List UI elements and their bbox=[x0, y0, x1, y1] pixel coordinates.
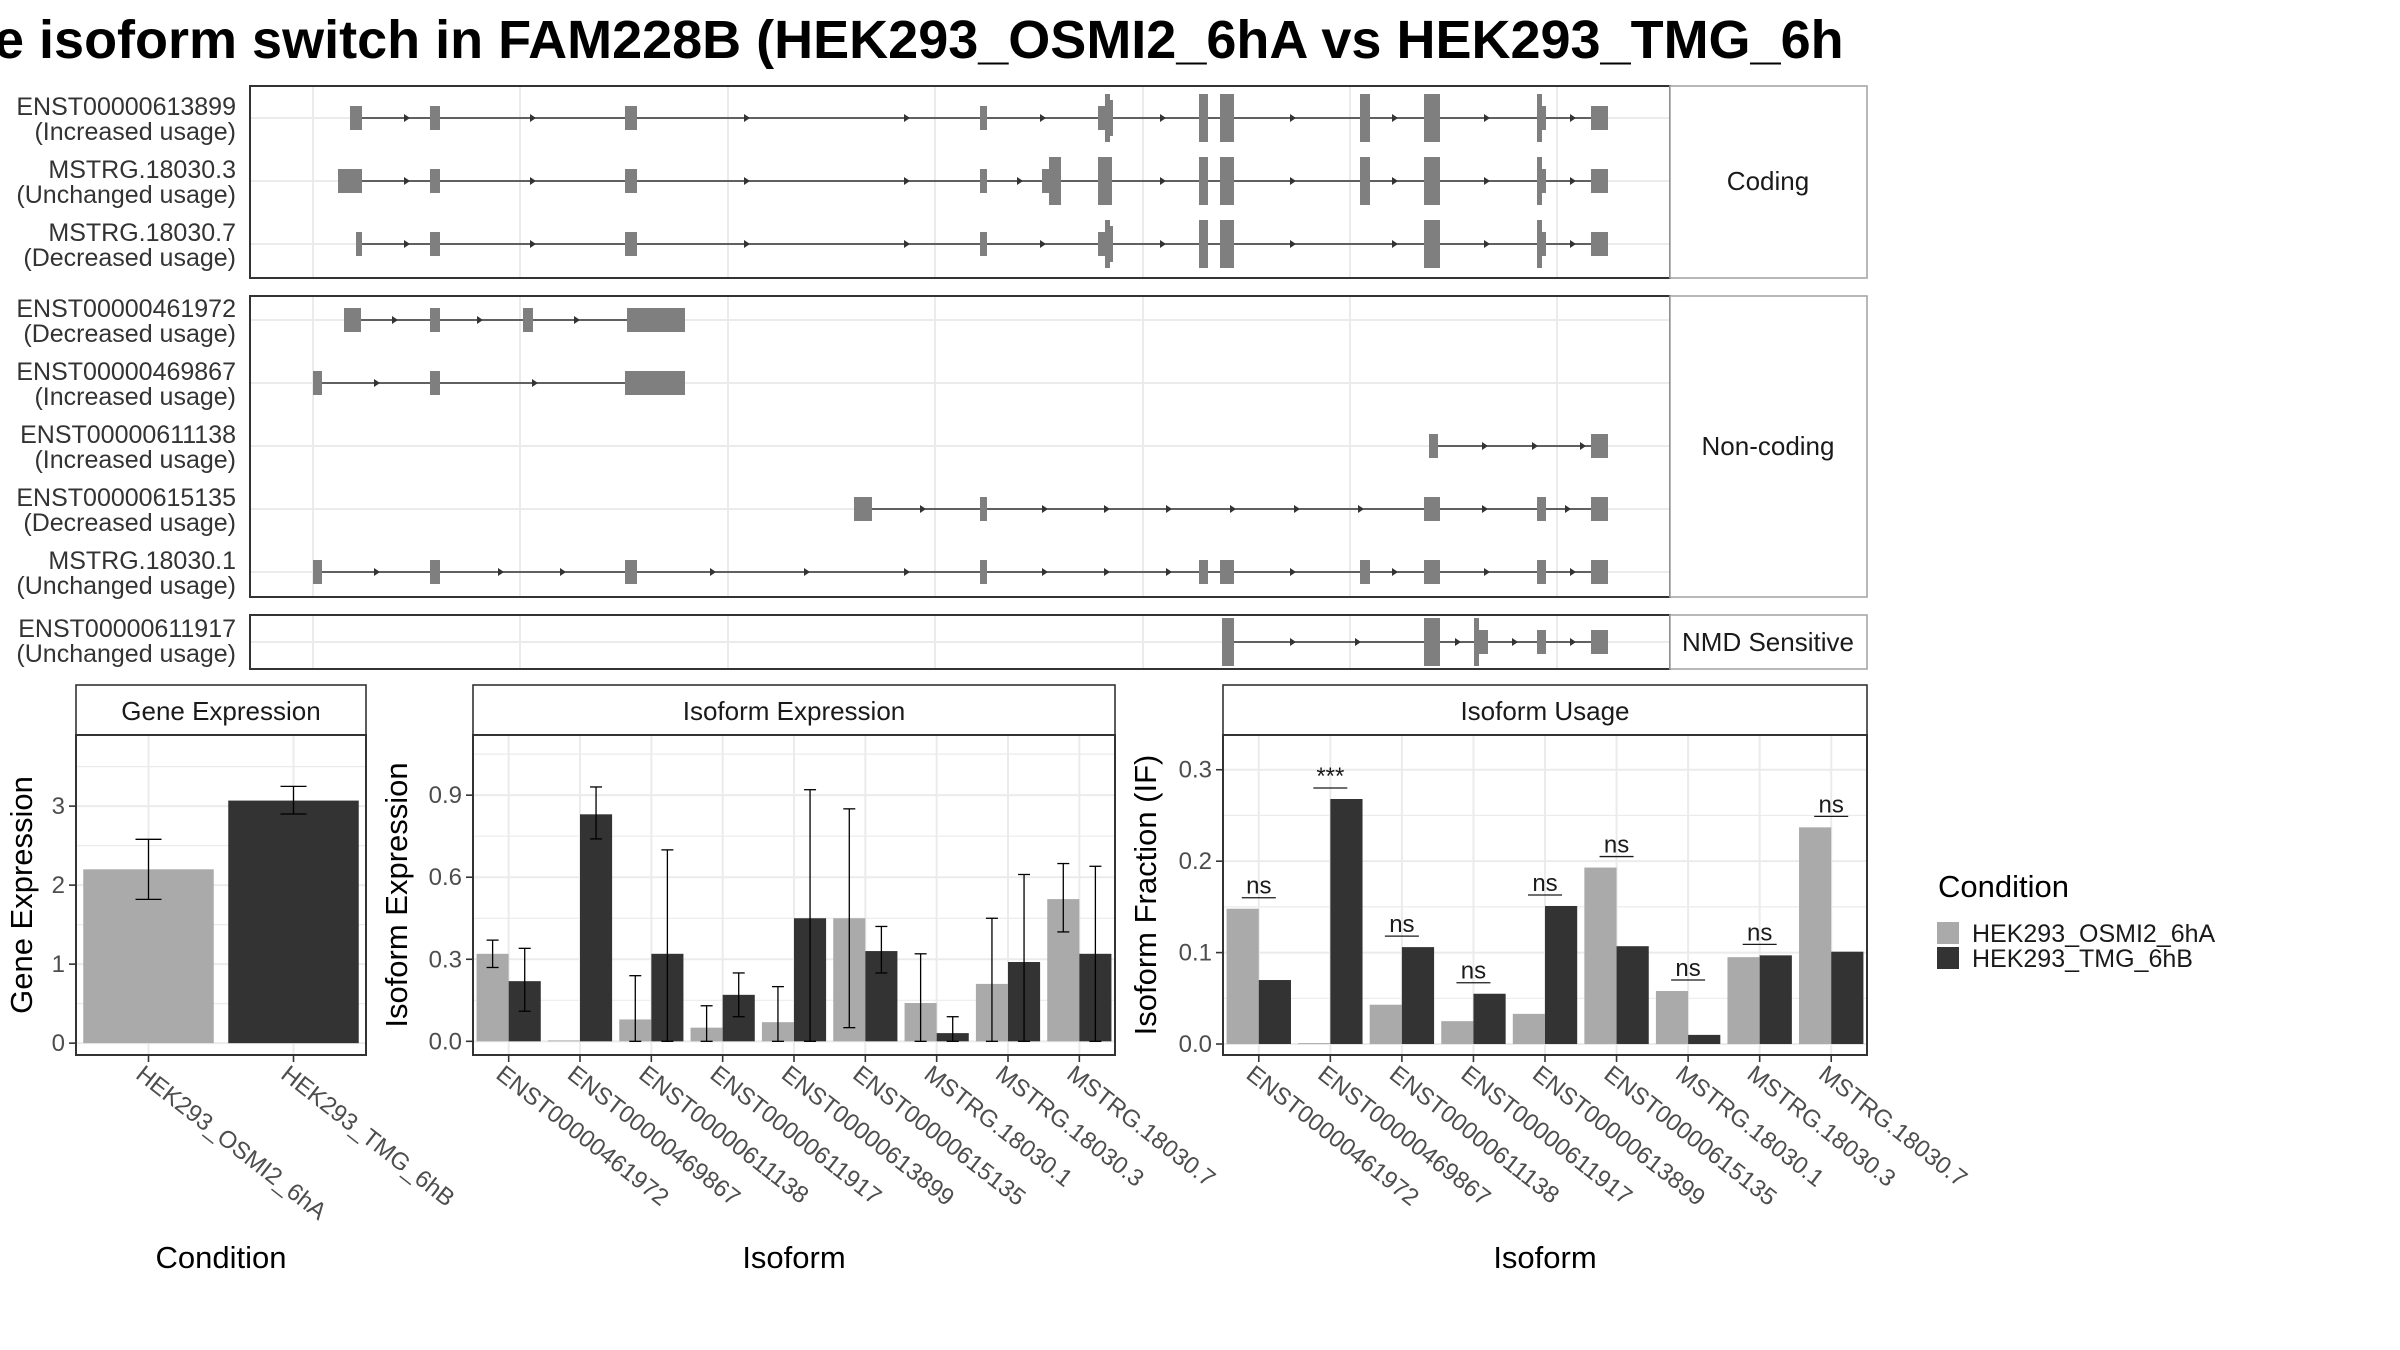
y-tick-label: 1 bbox=[52, 951, 65, 978]
transcript-track bbox=[356, 220, 1608, 268]
transcript-usage-label: (Unchanged usage) bbox=[16, 181, 236, 209]
bar bbox=[1759, 955, 1792, 1045]
bar bbox=[1584, 867, 1617, 1045]
bar bbox=[228, 800, 359, 1044]
y-tick-label: 0.0 bbox=[429, 1028, 462, 1055]
transcript-usage-label: (Increased usage) bbox=[34, 446, 236, 474]
transcript-track bbox=[338, 157, 1608, 205]
legend-item-label: HEK293_TMG_6hB bbox=[1972, 945, 2193, 973]
y-tick-label: 0.3 bbox=[1179, 757, 1212, 784]
transcript-usage-label: (Unchanged usage) bbox=[16, 572, 236, 600]
transcript-track bbox=[350, 94, 1608, 142]
legend-swatch-tmg bbox=[1937, 947, 1959, 969]
figure-title: e isoform switch in FAM228B (HEK293_OSMI… bbox=[0, 10, 1844, 70]
transcript-track bbox=[313, 371, 685, 395]
transcript-track bbox=[1222, 618, 1608, 666]
significance-label: ns bbox=[1747, 919, 1772, 946]
bar bbox=[476, 953, 509, 1042]
bar bbox=[1655, 991, 1689, 1045]
transcript-id-label: ENST00000461972 bbox=[16, 295, 236, 323]
facet-strip-label: NMD Sensitive bbox=[1682, 627, 1854, 657]
bar bbox=[1401, 947, 1435, 1045]
bar bbox=[1512, 1013, 1545, 1045]
significance-label: ns bbox=[1675, 955, 1700, 982]
significance-label: *** bbox=[1316, 763, 1344, 790]
panel-title: Isoform Expression bbox=[683, 696, 906, 726]
transcript-id-label: ENST00000613899 bbox=[16, 93, 236, 121]
significance-label: ns bbox=[1604, 832, 1629, 859]
bar bbox=[547, 1040, 580, 1042]
transcript-track bbox=[344, 308, 685, 332]
y-axis-title: Isoform Expression bbox=[379, 762, 414, 1027]
legend-item-label: HEK293_OSMI2_6hA bbox=[1972, 920, 2216, 948]
bar bbox=[1330, 799, 1363, 1045]
legend-swatch-osmi2 bbox=[1937, 922, 1959, 944]
transcript-usage-label: (Decreased usage) bbox=[23, 509, 236, 537]
structure-facet-non-coding: Non-coding ENST00000461972 (Decreased us… bbox=[16, 295, 1868, 600]
transcript-usage-label: (Increased usage) bbox=[34, 118, 236, 146]
significance-label: ns bbox=[1246, 873, 1271, 900]
y-tick-label: 3 bbox=[52, 793, 65, 820]
significance-label: ns bbox=[1389, 911, 1414, 938]
transcript-track bbox=[1429, 434, 1608, 458]
structure-facet-coding: Coding ENST00000613899 (Increased usage)… bbox=[16, 85, 1868, 279]
bar bbox=[1727, 957, 1760, 1045]
y-tick-label: 2 bbox=[52, 872, 65, 899]
transcript-usage-label: (Decreased usage) bbox=[23, 320, 236, 348]
x-axis-title: Isoform bbox=[742, 1240, 845, 1275]
x-axis-title: Isoform bbox=[1493, 1240, 1596, 1275]
y-axis-title: Isoform Fraction (IF) bbox=[1128, 755, 1163, 1036]
legend: Condition HEK293_OSMI2_6hA HEK293_TMG_6h… bbox=[1937, 869, 2216, 973]
panel-title: Isoform Usage bbox=[1460, 696, 1629, 726]
bar bbox=[1258, 980, 1291, 1045]
y-tick-label: 0 bbox=[52, 1030, 65, 1057]
legend-title: Condition bbox=[1938, 869, 2069, 904]
bar bbox=[1545, 905, 1578, 1045]
y-tick-label: 0.3 bbox=[429, 946, 462, 973]
bar bbox=[1298, 1043, 1331, 1045]
y-tick-label: 0.9 bbox=[429, 782, 462, 809]
significance-label: ns bbox=[1461, 958, 1486, 985]
transcript-track bbox=[313, 560, 1608, 584]
bar bbox=[1799, 827, 1832, 1045]
transcript-id-label: MSTRG.18030.3 bbox=[48, 156, 236, 184]
y-axis-title: Gene Expression bbox=[4, 776, 39, 1014]
bar bbox=[1226, 908, 1259, 1045]
transcript-id-label: ENST00000469867 bbox=[16, 358, 236, 386]
transcript-id-label: ENST00000615135 bbox=[16, 484, 236, 512]
isoform-usage-panel: Isoform Usage ns *** ns ns ns ns ns ns ns 0.0 0.1… bbox=[1128, 684, 1972, 1275]
transcript-usage-label: (Increased usage) bbox=[34, 383, 236, 411]
transcript-track bbox=[854, 497, 1608, 521]
y-tick-label: 0.1 bbox=[1179, 940, 1212, 967]
y-tick-label: 0.6 bbox=[429, 864, 462, 891]
significance-label: ns bbox=[1532, 870, 1557, 897]
transcript-id-label: ENST00000611138 bbox=[20, 421, 236, 449]
bar bbox=[1616, 946, 1649, 1045]
y-tick-label: 0.2 bbox=[1179, 848, 1212, 875]
facet-strip-label: Non-coding bbox=[1702, 431, 1835, 461]
bar bbox=[580, 814, 613, 1042]
isoform-expression-panel: Isoform Expression 0.00.30.60.9 ENST0000… bbox=[379, 684, 1220, 1275]
transcript-usage-label: (Decreased usage) bbox=[23, 244, 236, 272]
x-axis-title: Condition bbox=[156, 1240, 287, 1275]
significance-label: ns bbox=[1819, 791, 1844, 818]
panel-title: Gene Expression bbox=[121, 696, 320, 726]
y-tick-label: 0.0 bbox=[1179, 1031, 1212, 1058]
bar bbox=[1831, 951, 1864, 1045]
transcript-id-label: MSTRG.18030.1 bbox=[48, 547, 236, 575]
bar bbox=[1688, 1034, 1721, 1045]
transcript-id-label: MSTRG.18030.7 bbox=[48, 219, 236, 247]
transcript-usage-label: (Unchanged usage) bbox=[16, 640, 236, 668]
transcript-id-label: ENST00000611917 bbox=[18, 615, 236, 643]
structure-facet-nmd-sensitive: NMD Sensitive ENST00000611917 (Unchanged… bbox=[16, 614, 1868, 670]
bar bbox=[1369, 1004, 1402, 1045]
bar bbox=[1473, 993, 1506, 1045]
bar bbox=[1441, 1021, 1474, 1045]
facet-strip-label: Coding bbox=[1727, 166, 1809, 196]
